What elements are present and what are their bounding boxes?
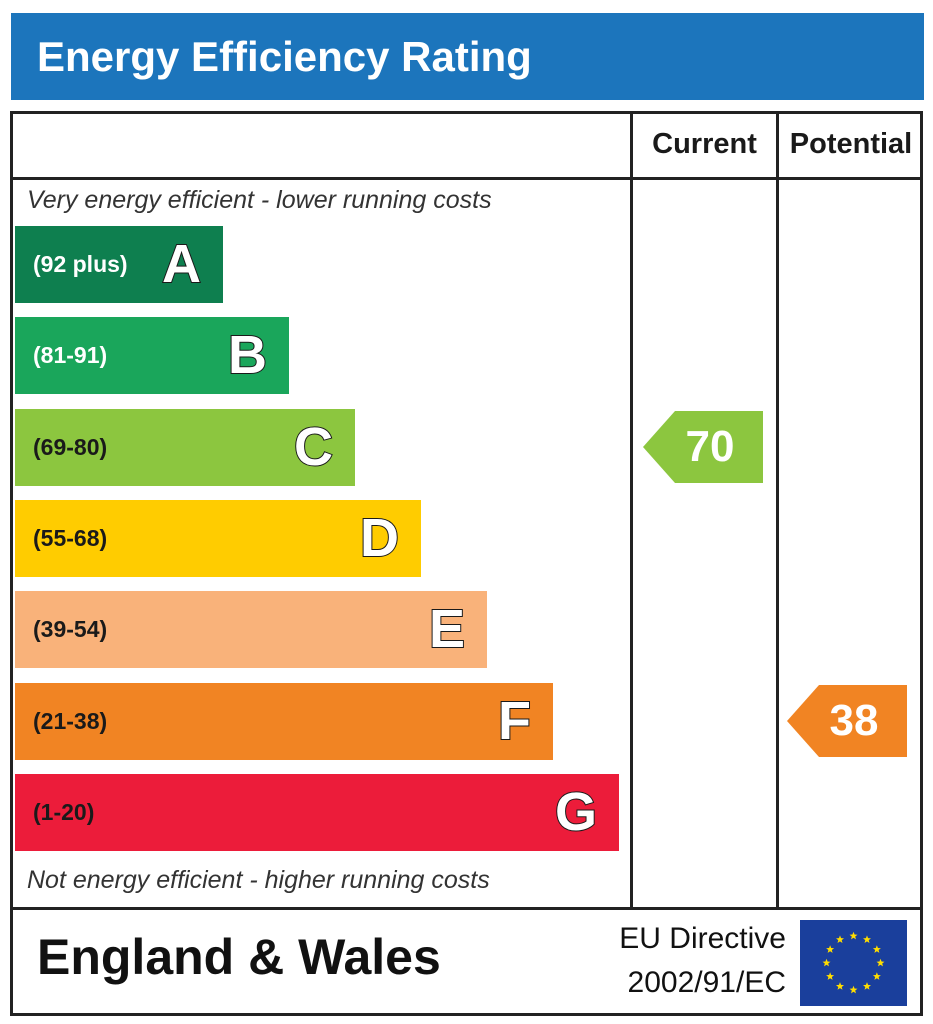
current-rating-arrow: 70 <box>643 411 763 483</box>
country-label: England & Wales <box>37 929 441 985</box>
rating-table <box>10 111 923 1016</box>
band-range-label: (69-80) <box>33 434 108 460</box>
potential-column-divider <box>776 111 779 910</box>
band-e: (39-54) E <box>15 591 487 668</box>
top-caption: Very energy efficient - lower running co… <box>27 186 492 214</box>
current-rating-value: 70 <box>685 422 735 471</box>
band-range-label: (39-54) <box>33 616 108 642</box>
potential-rating-arrow: 38 <box>787 685 907 757</box>
star-icon <box>836 935 844 944</box>
band-letter-label: D <box>359 507 400 569</box>
current-column-header: Current <box>652 128 757 160</box>
star-icon <box>849 931 858 940</box>
star-icon <box>863 982 871 990</box>
star-icon <box>863 935 871 944</box>
star-icon <box>822 958 831 967</box>
footer-divider <box>10 907 923 910</box>
band-g: (1-20) G <box>15 774 619 851</box>
band-range-label: (21-38) <box>33 708 108 734</box>
title-bar: Energy Efficiency Rating <box>11 13 924 100</box>
potential-arrow-polygon <box>787 685 907 757</box>
star-icon <box>836 982 844 990</box>
star-icon <box>872 945 881 953</box>
band-letter-label: G <box>554 781 598 843</box>
band-range-label: (92 plus) <box>33 251 128 277</box>
chart-title: Energy Efficiency Rating <box>37 33 532 80</box>
band-letter-label: A <box>161 233 202 295</box>
band-range-label: (1-20) <box>33 799 95 825</box>
current-arrow-polygon <box>643 411 763 483</box>
band-range-label: (55-68) <box>33 525 108 551</box>
eu-flag-stars <box>822 931 885 994</box>
eu-flag-icon <box>800 920 907 1006</box>
potential-arrow-shape <box>787 685 907 757</box>
eu-directive-label: EU Directive <box>619 922 786 955</box>
current-column-divider <box>630 111 633 910</box>
star-icon <box>876 958 885 967</box>
band-d: (55-68) D <box>15 500 421 577</box>
band-letter-label: E <box>428 598 466 660</box>
header-divider <box>10 177 923 180</box>
band-letter-label: B <box>227 324 268 386</box>
band-c: (69-80) C <box>15 409 355 486</box>
band-f: (21-38) F <box>15 683 553 760</box>
star-icon <box>849 985 858 994</box>
star-icon <box>872 972 881 980</box>
band-letter-label: C <box>293 416 334 478</box>
bottom-caption: Not energy efficient - higher running co… <box>27 866 490 894</box>
potential-column-header: Potential <box>789 128 913 160</box>
potential-rating-value: 38 <box>829 696 879 745</box>
star-icon <box>826 972 835 980</box>
band-a: (92 plus) A <box>15 226 223 303</box>
band-letter-label: F <box>497 690 532 752</box>
eu-directive-number: 2002/91/EC <box>627 966 786 999</box>
band-range-label: (81-91) <box>33 342 108 368</box>
band-b: (81-91) B <box>15 317 289 394</box>
current-arrow-shape <box>643 411 763 483</box>
star-icon <box>826 945 835 953</box>
